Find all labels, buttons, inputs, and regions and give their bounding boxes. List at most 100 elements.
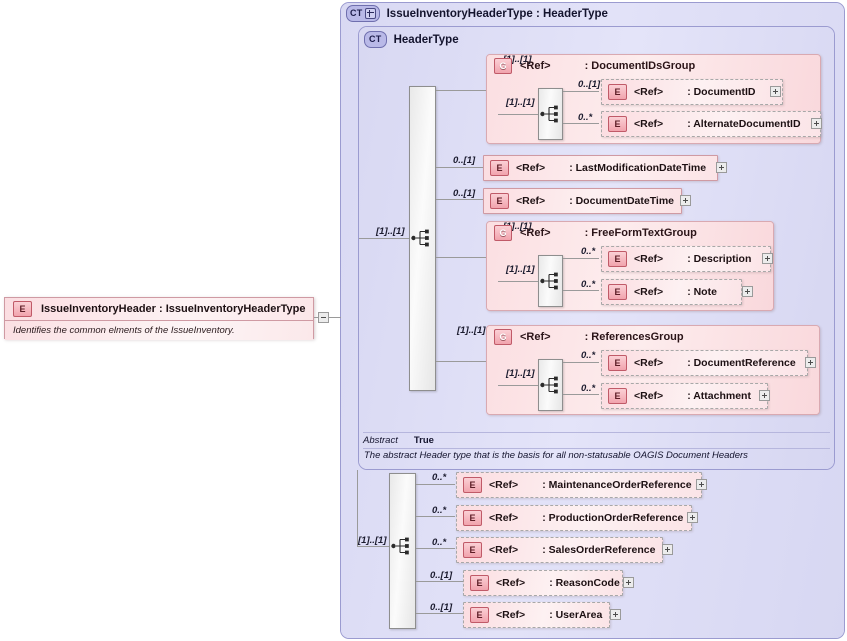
cardinality-seq-documentidsgroup: [1]..[1]: [506, 97, 535, 108]
g-badge: G: [494, 58, 512, 74]
e-badge: E: [608, 355, 627, 371]
group-title-referencesgroup[interactable]: G <Ref> : ReferencesGroup: [494, 329, 684, 345]
group-name-referencesgroup: : ReferencesGroup: [584, 331, 684, 343]
element-name-attachment: : Attachment: [687, 390, 751, 402]
complextype-title-inner[interactable]: CT HeaderType: [364, 31, 459, 48]
plus-box-icon-documentdatetime[interactable]: [680, 195, 691, 206]
element-box-userarea[interactable]: E <Ref> : UserArea: [463, 602, 610, 628]
element-box-maintenanceorderreference[interactable]: E <Ref> : MaintenanceOrderReference: [456, 472, 702, 498]
cardinality-note: 0..*: [581, 279, 596, 290]
element-ref: <Ref>: [634, 286, 664, 298]
connector: [563, 394, 599, 395]
e-badge: E: [608, 116, 627, 132]
element-box-lastmodificationdatetime[interactable]: E <Ref> : LastModificationDateTime: [483, 155, 718, 181]
e-badge: E: [470, 575, 489, 591]
root-element-documentation: Identifies the common elments of the Iss…: [13, 325, 235, 336]
g-badge: G: [494, 225, 512, 241]
group-title-documentidsgroup[interactable]: G <Ref> : DocumentIDsGroup: [494, 58, 695, 74]
cardinality-inner-sequence: [1]..[1]: [376, 226, 405, 237]
element-box-documentid[interactable]: E <Ref> : DocumentID: [601, 79, 783, 105]
e-badge: E: [463, 510, 482, 526]
sequence-icon: [411, 229, 429, 247]
element-ref: <Ref>: [634, 253, 664, 265]
e-badge: E: [470, 607, 489, 623]
plus-box-icon[interactable]: [364, 8, 376, 19]
element-box-description[interactable]: E <Ref> : Description: [601, 246, 771, 272]
element-name-note: : Note: [687, 286, 717, 298]
cardinality-productionorderreference: 0..*: [432, 505, 447, 516]
plus-box-icon-lastmodificationdatetime[interactable]: [716, 162, 727, 173]
element-box-reasoncode[interactable]: E <Ref> : ReasonCode: [463, 570, 623, 596]
root-element-label: IssueInventoryHeader : IssueInventoryHea…: [41, 303, 306, 315]
element-ref: <Ref>: [516, 162, 546, 174]
ct-badge-inner[interactable]: CT: [364, 31, 387, 48]
e-badge-text: E: [614, 357, 621, 368]
e-badge-text: E: [469, 479, 476, 490]
connector: [498, 385, 538, 386]
element-ref: <Ref>: [489, 479, 519, 491]
complextype-inner-label: HeaderType: [393, 33, 459, 46]
element-name-salesorderreference: : SalesOrderReference: [542, 544, 656, 556]
element-ref: <Ref>: [496, 609, 526, 621]
e-badge: E: [463, 542, 482, 558]
element-box-documentreference[interactable]: E <Ref> : DocumentReference: [601, 350, 808, 376]
element-name-documentreference: : DocumentReference: [687, 357, 796, 369]
complextype-title-outer[interactable]: CT IssueInventoryHeaderType : HeaderType: [346, 5, 608, 22]
cardinality-outer-sequence: [1]..[1]: [358, 535, 387, 546]
group-title-freeformtextgroup[interactable]: G <Ref> : FreeFormTextGroup: [494, 225, 697, 241]
connector: [498, 114, 538, 115]
plus-box-icon-maintenanceorderreference[interactable]: [696, 479, 707, 490]
g-badge-text: G: [499, 227, 507, 238]
cardinality-description: 0..*: [581, 246, 596, 257]
connector: [436, 199, 483, 200]
ct-badge-outer-text: CT: [350, 8, 363, 18]
element-box-attachment[interactable]: E <Ref> : Attachment: [601, 383, 768, 409]
element-box-productionorderreference[interactable]: E <Ref> : ProductionOrderReference: [456, 505, 692, 531]
connector: [359, 238, 409, 239]
ct-badge-outer[interactable]: CT: [346, 5, 380, 22]
cardinality-alternatedocumentid: 0..*: [578, 112, 593, 123]
e-badge-text: E: [614, 86, 621, 97]
element-ref: <Ref>: [634, 390, 664, 402]
plus-box-icon-attachment[interactable]: [759, 390, 770, 401]
element-box-alternatedocumentid[interactable]: E <Ref> : AlternateDocumentID: [601, 111, 821, 137]
g-badge-text: G: [499, 60, 507, 71]
plus-box-icon-salesorderreference[interactable]: [662, 544, 673, 555]
connector: [416, 581, 463, 582]
element-box-salesorderreference[interactable]: E <Ref> : SalesOrderReference: [456, 537, 663, 563]
root-element-header: E IssueInventoryHeader : IssueInventoryH…: [5, 298, 313, 321]
group-ref-freeformtextgroup: <Ref>: [520, 227, 551, 239]
g-badge: G: [494, 329, 512, 345]
sequence-icon: [540, 376, 558, 394]
root-element-doc-row: Identifies the common elments of the Iss…: [5, 321, 313, 340]
minus-box-icon[interactable]: [318, 312, 329, 323]
element-name-userarea: : UserArea: [549, 609, 603, 621]
e-badge-text: E: [614, 118, 621, 129]
connector: [416, 484, 455, 485]
cardinality-maintenanceorderreference: 0..*: [432, 472, 447, 483]
element-box-note[interactable]: E <Ref> : Note: [601, 279, 742, 305]
headertype-doc-row: [363, 448, 830, 462]
plus-box-icon-note[interactable]: [742, 286, 753, 297]
connector: [563, 258, 599, 259]
group-name-documentidsgroup: : DocumentIDsGroup: [584, 60, 696, 72]
connector: [357, 470, 358, 547]
root-element-box[interactable]: E IssueInventoryHeader : IssueInventoryH…: [4, 297, 314, 340]
cardinality-reasoncode: 0..[1]: [430, 570, 453, 581]
sequence-icon: [540, 105, 558, 123]
element-name-documentid: : DocumentID: [687, 86, 756, 98]
abstract-row: Abstract True: [363, 432, 830, 447]
plus-box-icon-alternatedocumentid[interactable]: [811, 118, 822, 129]
e-badge: E: [463, 477, 482, 493]
cardinality-seq-freeformtextgroup: [1]..[1]: [506, 264, 535, 275]
e-badge: E: [608, 251, 627, 267]
sequence-compositor-outer[interactable]: [389, 473, 416, 629]
plus-box-icon-documentid[interactable]: [770, 86, 781, 97]
plus-box-icon-reasoncode[interactable]: [623, 577, 634, 588]
connector: [329, 317, 341, 318]
plus-box-icon-description[interactable]: [762, 253, 773, 264]
element-box-documentdatetime[interactable]: E <Ref> : DocumentDateTime: [483, 188, 682, 214]
plus-box-icon-productionorderreference[interactable]: [687, 512, 698, 523]
plus-box-icon-userarea[interactable]: [610, 609, 621, 620]
plus-box-icon-documentreference[interactable]: [805, 357, 816, 368]
